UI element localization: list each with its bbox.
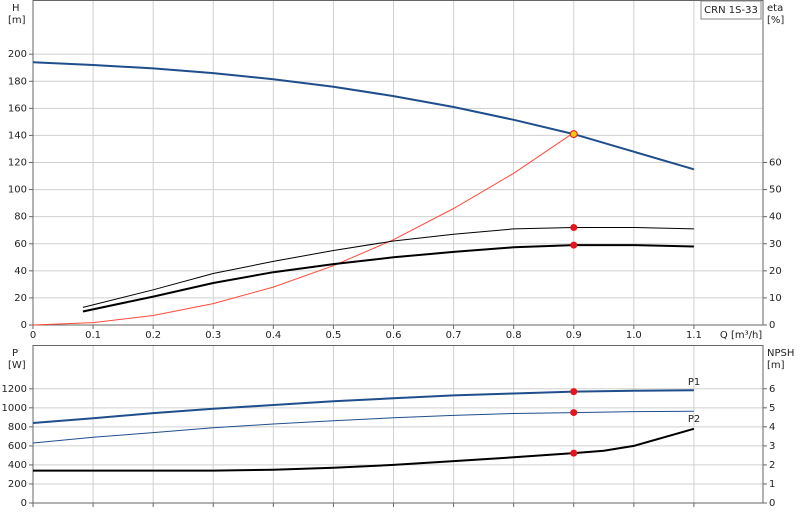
y2-tick-label: 0 [769,320,775,331]
y2-tick-label: 2 [769,460,775,471]
y2-tick-label: 10 [769,293,782,304]
y2-tick-label: 40 [769,212,782,223]
y2-axis-label: NPSH [767,348,794,359]
y2-tick-label: 3 [769,441,775,452]
y-tick-label: 0 [21,498,27,509]
curve [33,427,695,472]
y-tick-label: 60 [14,239,27,250]
duty-point [570,409,578,417]
x-axis-label: Q [m³/h] [720,330,762,341]
x-tick-label: 0.5 [325,330,341,341]
x-tick-label: 0 [30,330,36,341]
x-tick-label: 1.0 [626,330,642,341]
plot-frame [32,0,764,326]
y2-tick-label: 4 [769,422,775,433]
y-tick-label: 0 [21,320,27,331]
y-axis-unit: [m] [8,15,26,26]
curve [82,227,694,308]
y2-axis-unit: [%] [767,15,784,26]
y-tick-label: 200 [8,49,27,60]
y-axis-label: H [12,3,20,14]
y2-axis-label: eta [767,3,783,14]
curve [32,61,695,171]
y-tick-label: 80 [14,212,27,223]
curve [32,389,694,424]
y-tick-label: 120 [8,158,27,169]
plot-frame [32,345,764,504]
y2-tick-label: 30 [769,239,782,250]
duty-point [570,224,578,231]
y-tick-label: 100 [8,185,27,196]
x-tick-label: 0.3 [205,330,221,341]
y2-tick-label: 50 [769,185,782,196]
curve-label: P2 [688,414,700,425]
y-tick-label: 800 [8,422,27,433]
duty-point [570,241,578,249]
y2-tick-label: 20 [769,266,782,277]
x-tick-label: 1.1 [686,330,702,341]
y2-tick-label: 60 [769,158,782,169]
x-tick-label: 0.8 [506,330,522,341]
legend-title: CRN 1S-33 [704,5,758,16]
x-tick-label: 0.9 [566,330,582,341]
y-tick-label: 180 [8,76,27,87]
x-tick-label: 0.1 [85,330,101,341]
duty-point [570,388,578,396]
y2-tick-label: 6 [769,384,775,395]
legend-box [700,0,762,20]
y-tick-label: 200 [8,479,27,490]
y-tick-label: 160 [8,103,27,114]
y-tick-label: 140 [8,130,27,141]
y-tick-label: 1200 [2,384,27,395]
y-axis-unit: [W] [8,360,26,371]
duty-point [570,449,578,457]
x-tick-label: 0.2 [145,330,161,341]
curve [82,244,694,313]
y-tick-label: 1000 [2,403,27,414]
curve-label: P1 [688,377,700,388]
y2-axis-unit: [m] [767,360,785,371]
y-tick-label: 20 [14,293,27,304]
y-axis-label: P [12,348,18,359]
x-tick-label: 0.4 [265,330,281,341]
y-tick-label: 40 [14,266,27,277]
y2-tick-label: 5 [769,403,775,414]
x-tick-label: 0.6 [386,330,402,341]
x-tick-label: 0.7 [446,330,462,341]
y2-tick-label: 0 [769,498,775,509]
duty-point [569,130,578,139]
y2-tick-label: 1 [769,479,775,490]
curve [32,410,694,444]
curve [32,132,574,326]
y-tick-label: 400 [8,460,27,471]
y-tick-label: 600 [8,441,27,452]
